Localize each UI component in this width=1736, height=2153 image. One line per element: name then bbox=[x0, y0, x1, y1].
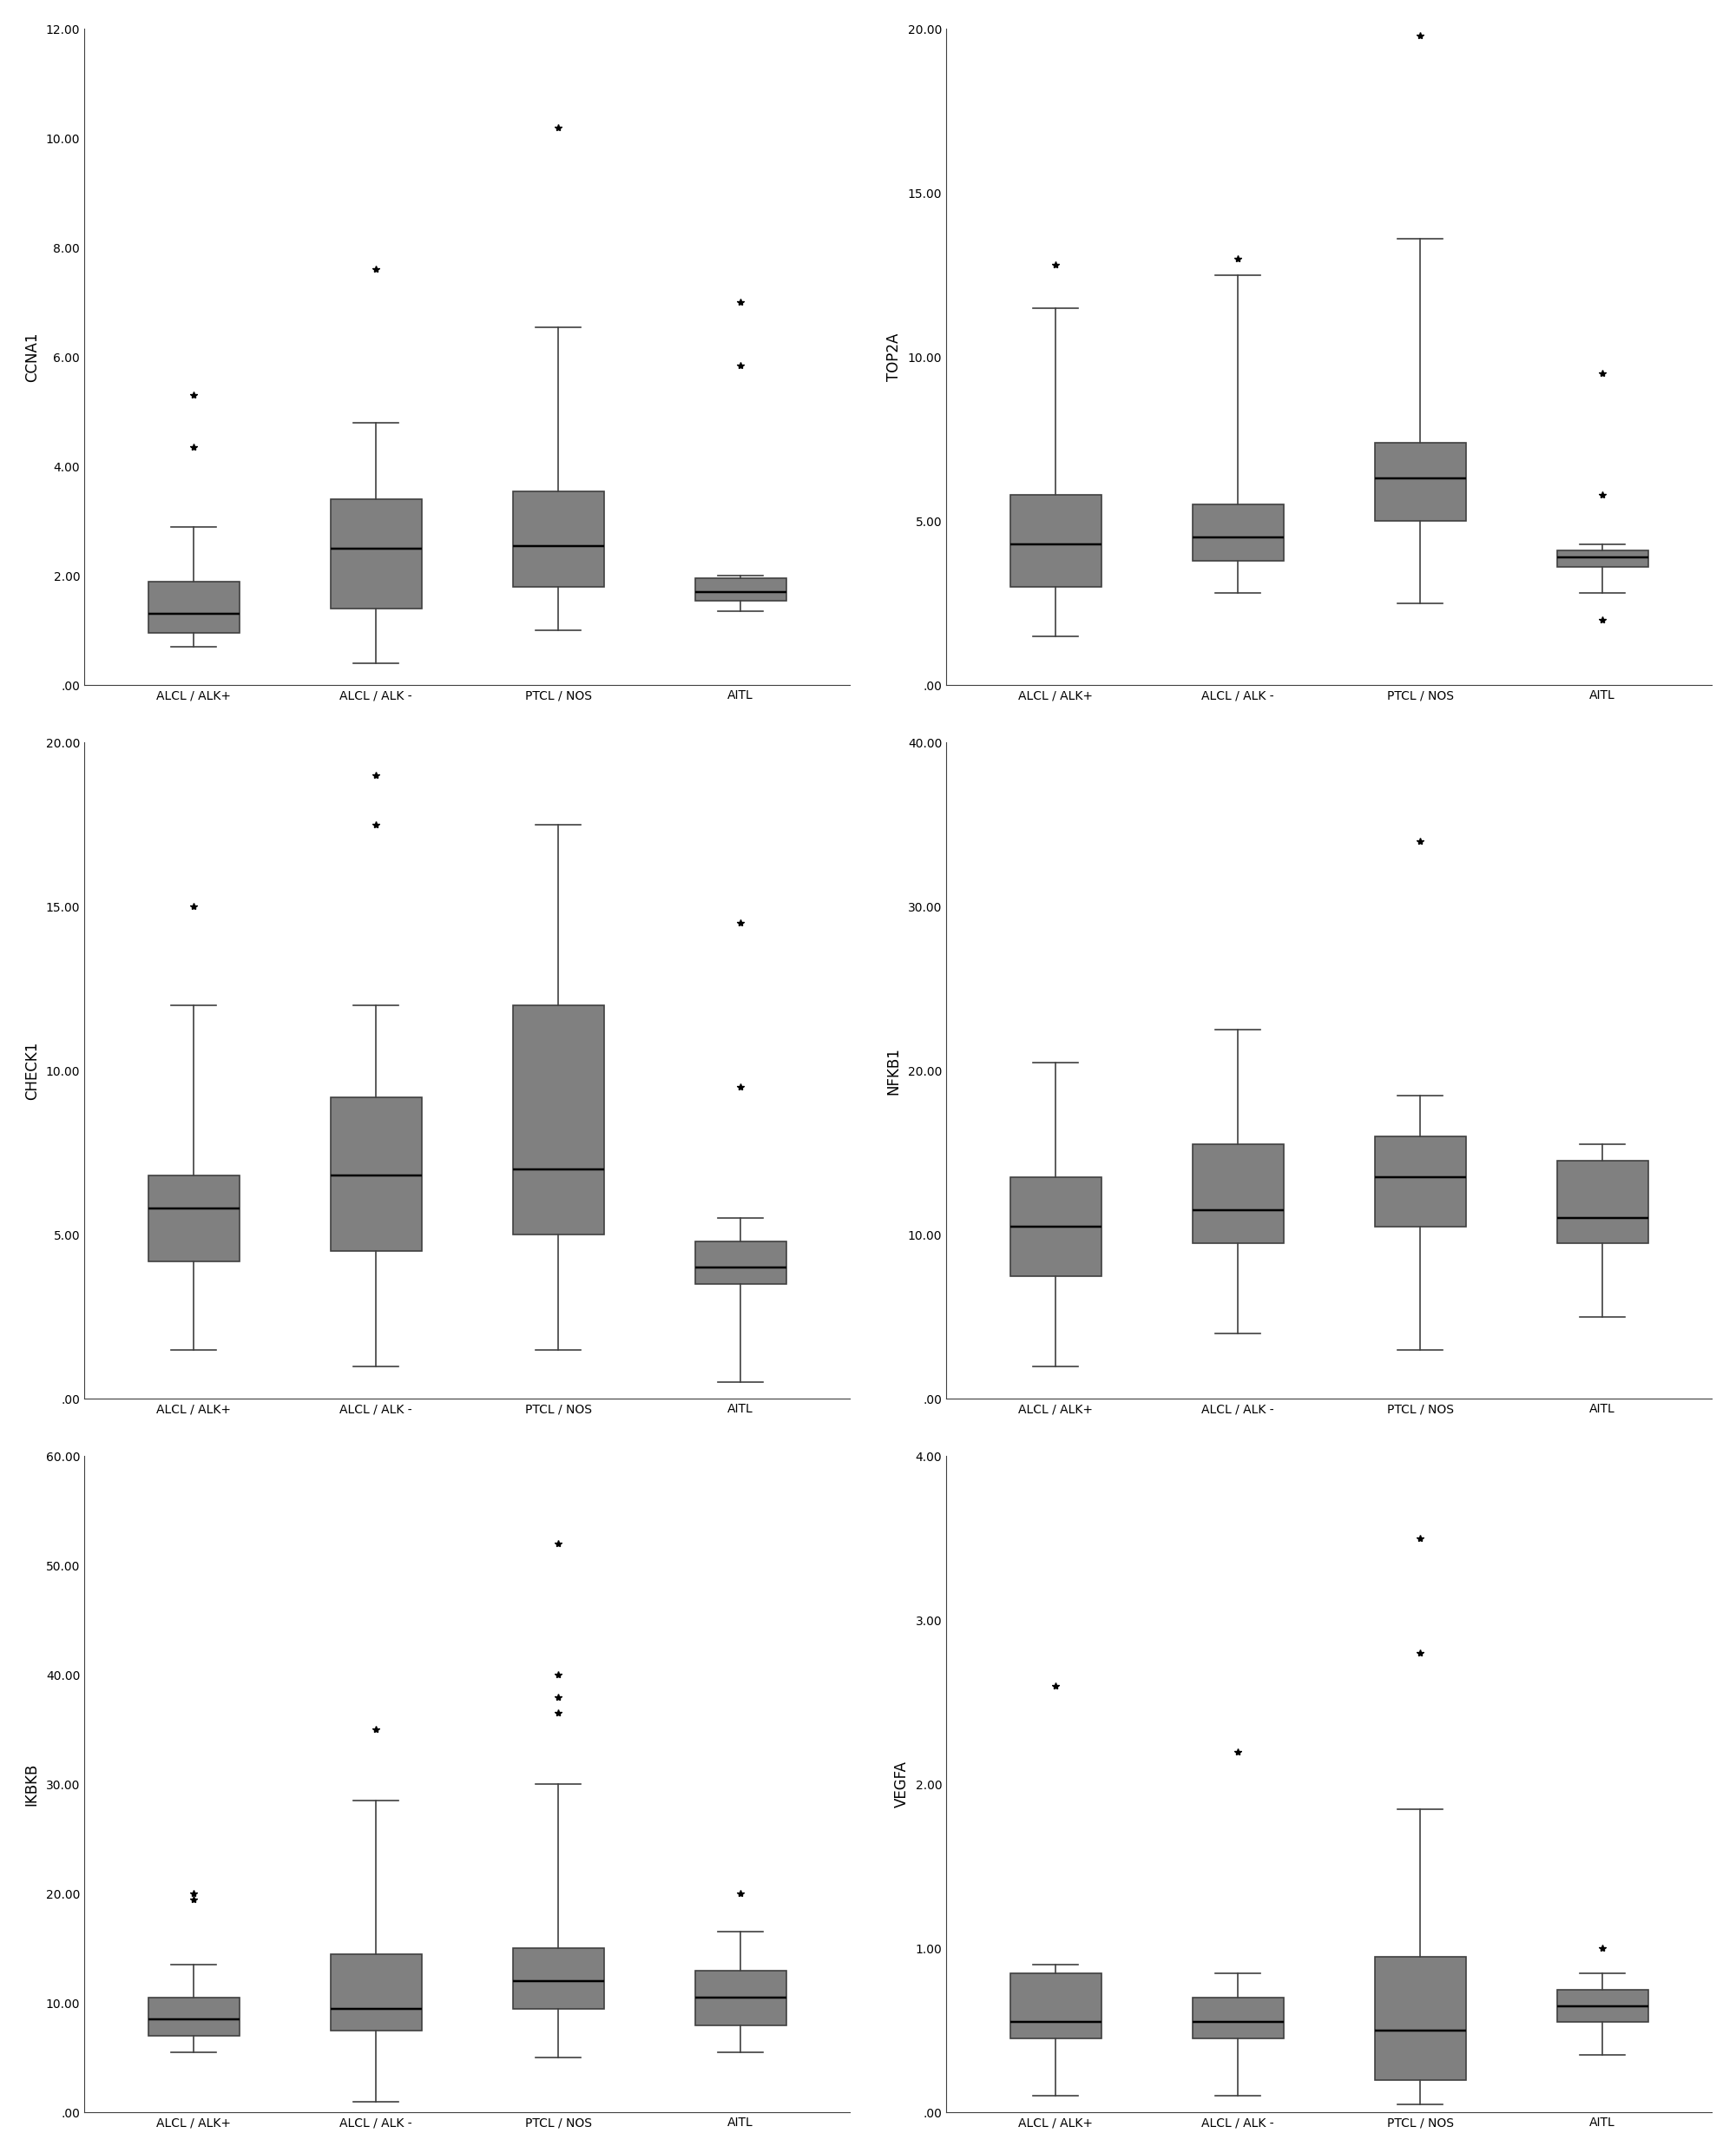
PathPatch shape bbox=[1193, 504, 1283, 560]
Y-axis label: CHECK1: CHECK1 bbox=[24, 1042, 40, 1100]
PathPatch shape bbox=[1193, 1998, 1283, 2039]
Y-axis label: IKBKB: IKBKB bbox=[24, 1763, 40, 1806]
PathPatch shape bbox=[1010, 1972, 1101, 2039]
PathPatch shape bbox=[330, 1096, 422, 1251]
PathPatch shape bbox=[330, 499, 422, 609]
PathPatch shape bbox=[1375, 441, 1465, 521]
PathPatch shape bbox=[694, 1970, 786, 2026]
Y-axis label: TOP2A: TOP2A bbox=[885, 334, 901, 381]
PathPatch shape bbox=[694, 579, 786, 601]
PathPatch shape bbox=[1375, 1137, 1465, 1227]
PathPatch shape bbox=[148, 581, 240, 633]
Y-axis label: CCNA1: CCNA1 bbox=[24, 332, 40, 381]
PathPatch shape bbox=[512, 1005, 604, 1236]
PathPatch shape bbox=[148, 1998, 240, 2037]
PathPatch shape bbox=[512, 1948, 604, 2009]
Y-axis label: NFKB1: NFKB1 bbox=[885, 1046, 901, 1094]
Y-axis label: VEGFA: VEGFA bbox=[894, 1761, 910, 1809]
PathPatch shape bbox=[1557, 1160, 1647, 1242]
PathPatch shape bbox=[330, 1955, 422, 2030]
PathPatch shape bbox=[512, 491, 604, 588]
PathPatch shape bbox=[148, 1176, 240, 1262]
PathPatch shape bbox=[1375, 1957, 1465, 2080]
PathPatch shape bbox=[1557, 551, 1647, 566]
PathPatch shape bbox=[694, 1242, 786, 1283]
PathPatch shape bbox=[1193, 1145, 1283, 1242]
PathPatch shape bbox=[1010, 495, 1101, 588]
PathPatch shape bbox=[1557, 1989, 1647, 2022]
PathPatch shape bbox=[1010, 1178, 1101, 1277]
